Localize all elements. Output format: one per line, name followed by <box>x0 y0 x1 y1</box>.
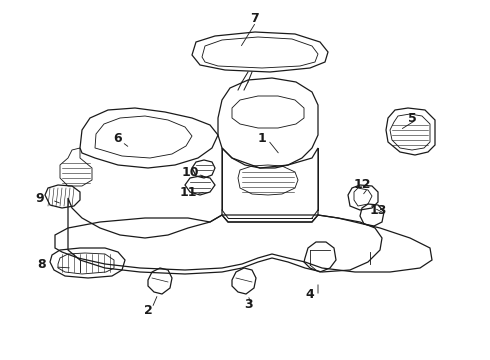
Text: 1: 1 <box>258 131 267 144</box>
Text: 2: 2 <box>144 303 152 316</box>
Text: 9: 9 <box>36 192 44 204</box>
Text: 6: 6 <box>114 131 122 144</box>
Text: 11: 11 <box>179 185 197 198</box>
Text: 8: 8 <box>38 258 47 271</box>
Text: 13: 13 <box>369 203 387 216</box>
Text: 3: 3 <box>244 298 252 311</box>
Text: 12: 12 <box>353 179 371 192</box>
Text: 7: 7 <box>249 12 258 24</box>
Text: 5: 5 <box>408 112 416 125</box>
Text: 10: 10 <box>181 166 199 179</box>
Text: 4: 4 <box>306 288 315 302</box>
